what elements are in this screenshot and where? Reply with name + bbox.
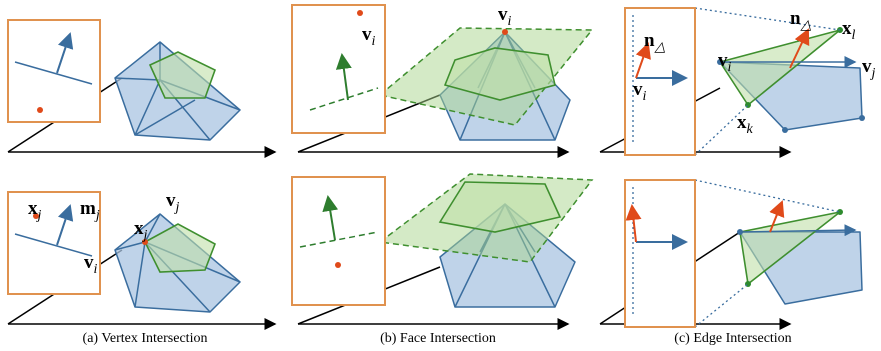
math-label: vi <box>498 4 512 29</box>
label-subscript: i <box>643 89 647 104</box>
vertex-bottom <box>8 192 275 324</box>
caption: (b) Face Intersection <box>380 331 496 346</box>
point <box>37 107 43 113</box>
label-subscript: l <box>852 28 856 43</box>
label-base: n <box>790 8 801 29</box>
label-base: x <box>28 198 38 219</box>
face-bottom <box>292 174 592 324</box>
edge-panel <box>600 8 865 327</box>
math-label: xl <box>842 18 856 43</box>
vertex-top <box>8 20 275 152</box>
label-subscript: i <box>508 14 512 29</box>
math-label: vi <box>718 50 732 75</box>
label-base: v <box>498 4 508 25</box>
label-base: m <box>80 198 96 219</box>
math-label: vj <box>166 190 180 215</box>
label-base: v <box>362 24 372 45</box>
label-subscript: △ <box>654 40 666 55</box>
label-base: v <box>84 252 94 273</box>
label-base: x <box>737 112 747 133</box>
label-subscript: i <box>372 34 376 49</box>
label-subscript: i <box>94 262 98 277</box>
math-label: xk <box>737 112 754 137</box>
face-panel <box>292 5 592 324</box>
label-base: x <box>134 218 144 239</box>
math-label: vj <box>862 56 876 81</box>
label-subscript: k <box>747 122 754 137</box>
math-label: n△ <box>790 8 812 33</box>
label-subscript: i <box>728 60 732 75</box>
face-top <box>292 5 592 152</box>
label-base: v <box>166 190 176 211</box>
label-base: v <box>718 50 728 71</box>
label-base: v <box>862 56 872 77</box>
vertex-panel <box>8 20 275 324</box>
edge-bottom <box>600 180 862 327</box>
label-base: x <box>842 18 852 39</box>
figure: (a) Vertex Intersection (b) Face Intersec… <box>0 0 881 351</box>
label-base: n <box>644 30 655 51</box>
label-base: v <box>633 79 643 100</box>
inset <box>8 20 100 122</box>
caption: (c) Edge Intersection <box>674 331 791 346</box>
label-subscript: △ <box>800 18 812 33</box>
caption: (a) Vertex Intersection <box>83 331 208 346</box>
